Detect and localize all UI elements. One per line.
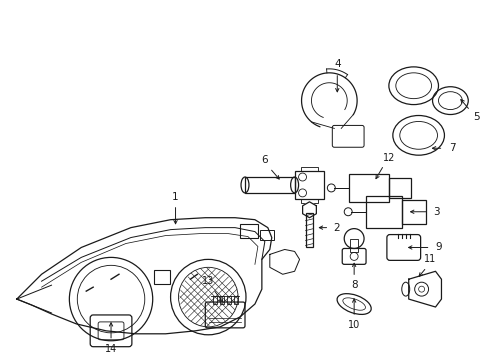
Bar (300, 199, 318, 203)
Polygon shape (408, 271, 441, 307)
Text: 5: 5 (472, 112, 479, 122)
Bar (153, 270, 169, 284)
Bar (300, 167, 318, 171)
Polygon shape (302, 202, 316, 218)
Bar (294, 171, 324, 199)
Bar (259, 230, 273, 239)
Text: 14: 14 (105, 344, 117, 354)
Bar (234, 296, 238, 304)
Text: 10: 10 (347, 320, 360, 330)
Bar (366, 196, 401, 228)
Bar (220, 296, 224, 304)
Bar (348, 174, 388, 202)
Text: 12: 12 (382, 153, 394, 163)
Bar (213, 296, 217, 304)
Text: 4: 4 (333, 59, 340, 69)
Text: 3: 3 (432, 207, 439, 217)
Bar (305, 213, 313, 247)
Bar (349, 239, 357, 252)
Text: 9: 9 (434, 243, 441, 252)
Text: 1: 1 (172, 192, 179, 202)
Polygon shape (17, 218, 271, 334)
Bar (244, 177, 294, 193)
Text: 7: 7 (448, 143, 455, 153)
Text: 6: 6 (261, 155, 267, 165)
Bar (401, 200, 425, 224)
Bar (388, 178, 410, 198)
Text: 8: 8 (350, 280, 357, 290)
Text: 11: 11 (424, 255, 436, 264)
Polygon shape (269, 249, 299, 274)
Text: 2: 2 (332, 222, 339, 233)
Bar (240, 224, 257, 238)
Text: 13: 13 (202, 276, 214, 286)
Bar (226, 296, 231, 304)
